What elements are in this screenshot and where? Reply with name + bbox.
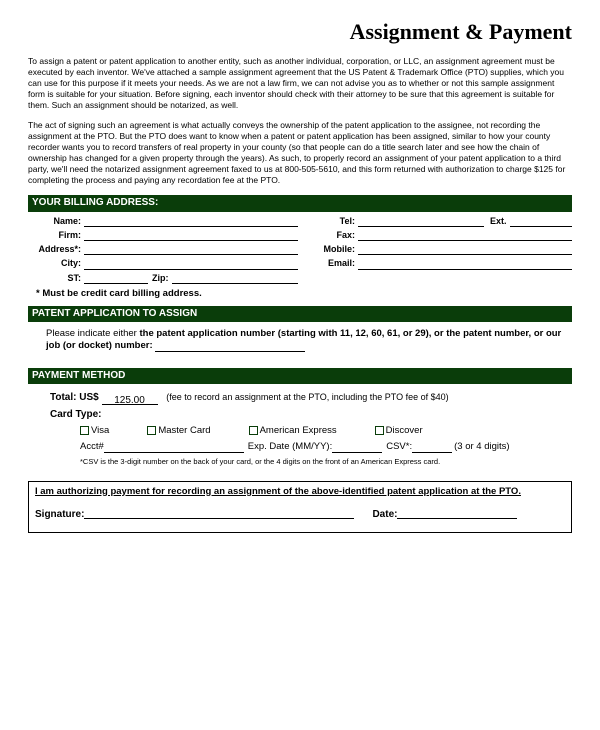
csv-fineprint: *CSV is the 3-digit number on the back o… xyxy=(80,457,572,466)
input-email[interactable] xyxy=(358,259,572,270)
input-date[interactable] xyxy=(397,509,517,519)
payment-block: Total: US$ 125.00 (fee to record an assi… xyxy=(50,392,572,466)
section-patent-header: PATENT APPLICATION TO ASSIGN xyxy=(28,306,572,323)
total-note: (fee to record an assignment at the PTO,… xyxy=(166,392,448,402)
label-firm: Firm: xyxy=(28,230,84,241)
label-visa: Visa xyxy=(91,425,109,436)
authorization-box: I am authorizing payment for recording a… xyxy=(28,481,572,533)
label-signature: Signature: xyxy=(35,509,84,522)
label-exp: Exp. Date (MM/YY): xyxy=(248,441,332,453)
page-title: Assignment & Payment xyxy=(28,18,572,46)
billing-form: Name: Tel: Ext. Firm: Fax: Address*: Mob… xyxy=(28,216,572,284)
label-address: Address*: xyxy=(28,244,84,255)
intro-paragraph-1: To assign a patent or patent application… xyxy=(28,56,572,111)
input-docket-number[interactable] xyxy=(155,342,305,352)
label-tel: Tel: xyxy=(314,216,358,227)
input-st[interactable] xyxy=(84,273,148,284)
input-mobile[interactable] xyxy=(358,244,572,255)
input-name[interactable] xyxy=(84,216,298,227)
label-zip: Zip: xyxy=(148,273,172,284)
patent-instr-pre: Please indicate either xyxy=(46,328,139,339)
checkbox-visa[interactable] xyxy=(80,426,89,435)
input-csv[interactable] xyxy=(412,443,452,453)
label-date: Date: xyxy=(372,509,397,522)
section-payment-header: PAYMENT METHOD xyxy=(28,368,572,385)
label-discover: Discover xyxy=(386,425,423,436)
label-mobile: Mobile: xyxy=(314,244,358,255)
label-amex: American Express xyxy=(260,425,337,436)
patent-instruction: Please indicate either the patent applic… xyxy=(46,328,572,352)
label-name: Name: xyxy=(28,216,84,227)
auth-statement: I am authorizing payment for recording a… xyxy=(35,486,565,498)
input-signature[interactable] xyxy=(84,509,354,519)
label-csv: CSV*: xyxy=(386,441,412,453)
input-firm[interactable] xyxy=(84,230,298,241)
label-email: Email: xyxy=(314,258,358,269)
label-ext: Ext. xyxy=(490,216,510,227)
label-total: Total: US$ xyxy=(50,392,99,403)
input-city[interactable] xyxy=(84,259,298,270)
input-tel[interactable] xyxy=(358,216,484,227)
label-card-type: Card Type: xyxy=(50,409,102,420)
billing-address-note: * Must be credit card billing address. xyxy=(36,288,572,300)
label-mastercard: Master Card xyxy=(158,425,210,436)
section-billing-header: YOUR BILLING ADDRESS: xyxy=(28,195,572,212)
checkbox-discover[interactable] xyxy=(375,426,384,435)
value-total: 125.00 xyxy=(102,395,158,405)
input-fax[interactable] xyxy=(358,230,572,241)
input-exp[interactable] xyxy=(332,443,382,453)
input-acct[interactable] xyxy=(104,443,244,453)
intro-paragraph-2: The act of signing such an agreement is … xyxy=(28,120,572,186)
label-st: ST: xyxy=(28,273,84,284)
label-acct: Acct# xyxy=(80,441,104,453)
checkbox-amex[interactable] xyxy=(249,426,258,435)
label-city: City: xyxy=(28,258,84,269)
input-zip[interactable] xyxy=(172,273,299,284)
input-ext[interactable] xyxy=(510,216,572,227)
checkbox-mastercard[interactable] xyxy=(147,426,156,435)
label-fax: Fax: xyxy=(314,230,358,241)
input-address[interactable] xyxy=(84,244,298,255)
csv-trail: (3 or 4 digits) xyxy=(454,441,509,453)
